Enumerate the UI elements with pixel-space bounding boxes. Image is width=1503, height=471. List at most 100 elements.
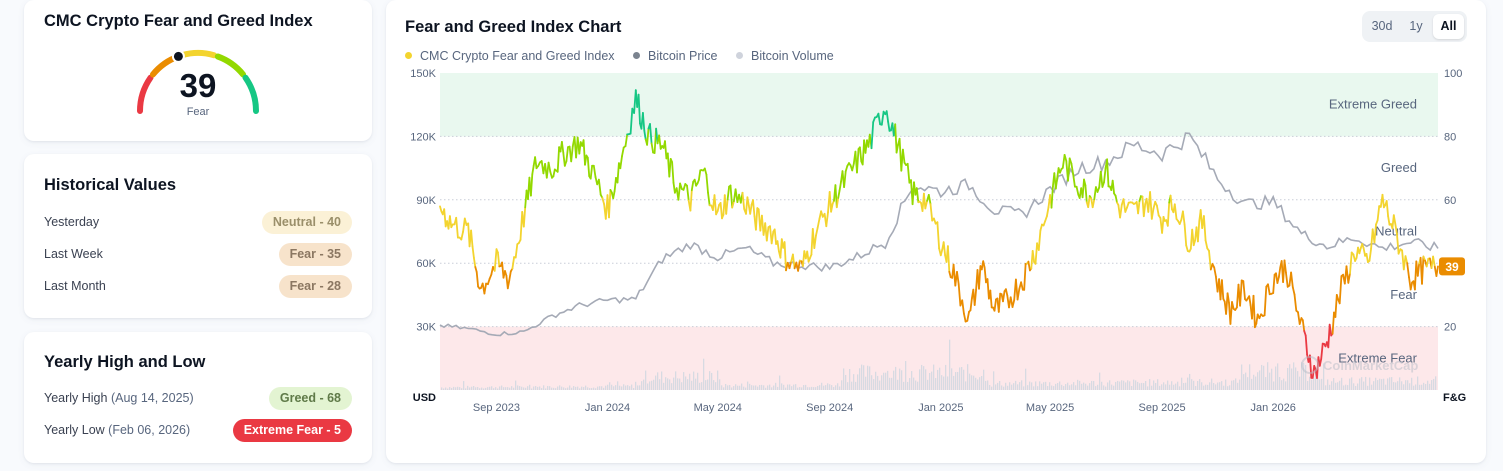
fear-greed-segment [597, 178, 602, 196]
volume-bar [757, 386, 759, 390]
yearly-low-row: Yearly Low (Feb 06, 2026) Extreme Fear -… [44, 419, 352, 443]
fear-greed-segment [1293, 293, 1298, 312]
legend-item-volume[interactable]: Bitcoin Volume [736, 49, 834, 63]
volume-bar [745, 387, 747, 390]
volume-bar [705, 380, 707, 390]
volume-bar [529, 384, 531, 390]
range-1y-button[interactable]: 1y [1409, 19, 1423, 33]
volume-bar [1349, 378, 1351, 390]
volume-bar [1021, 380, 1023, 390]
volume-bar [1227, 386, 1229, 390]
volume-bar [853, 374, 855, 390]
legend-item-index[interactable]: CMC Crypto Fear and Greed Index [405, 49, 615, 63]
fear-greed-segment [915, 187, 920, 204]
volume-bar [1083, 382, 1085, 390]
fear-greed-segment [578, 141, 582, 155]
fear-greed-segment [844, 165, 849, 173]
gauge-segment-extreme-greed [242, 74, 259, 114]
volume-bar [1031, 382, 1033, 390]
fear-greed-segment [658, 134, 662, 150]
volume-bar [1063, 386, 1065, 390]
volume-bar [1123, 380, 1125, 390]
volume-bar [1025, 368, 1027, 390]
volume-bar [1133, 379, 1135, 390]
volume-bar [563, 387, 565, 390]
volume-bar [1369, 377, 1371, 390]
volume-bar [1043, 382, 1045, 390]
fear-greed-segment [929, 203, 934, 222]
legend-item-price[interactable]: Bitcoin Price [633, 49, 717, 63]
volume-bar [709, 371, 711, 390]
volume-bar [789, 384, 791, 390]
range-30d-button[interactable]: 30d [1371, 19, 1393, 33]
volume-bar [629, 386, 631, 390]
volume-bar [731, 387, 733, 390]
volume-bar [1287, 367, 1289, 390]
volume-bar [585, 385, 587, 390]
volume-bar [1401, 381, 1403, 390]
fear-greed-segment [969, 297, 973, 312]
volume-bar [1237, 382, 1239, 390]
volume-bar [1415, 384, 1417, 390]
volume-bar [1373, 381, 1375, 390]
volume-bar [887, 370, 889, 390]
fear-greed-segment [1002, 290, 1006, 303]
volume-bar [845, 374, 847, 390]
fear-greed-segment [1229, 301, 1233, 325]
volume-bar [541, 388, 543, 390]
fear-greed-segment [1252, 294, 1256, 329]
volume-bar [969, 373, 971, 390]
fear-greed-segment [1106, 158, 1110, 188]
volume-bar [649, 381, 651, 390]
volume-bar [1271, 368, 1273, 390]
x-axis-tick: Sep 2025 [1139, 402, 1186, 414]
volume-bar [1321, 378, 1323, 390]
volume-bar [441, 387, 443, 390]
volume-bar [637, 385, 639, 390]
volume-bar [1189, 373, 1191, 390]
volume-bar [1049, 382, 1051, 390]
history-row-yesterday: Yesterday Neutral - 40 [44, 211, 352, 235]
volume-bar [627, 385, 629, 390]
volume-bar [817, 385, 819, 390]
volume-bar [1225, 379, 1227, 390]
volume-bar [821, 382, 823, 390]
volume-bar [1171, 381, 1173, 390]
yearly-high-label: Yearly High (Aug 14, 2025) [44, 391, 194, 405]
volume-bar [1099, 372, 1101, 390]
fear-greed-segment [671, 161, 675, 184]
volume-bar [677, 378, 679, 390]
volume-bar [663, 382, 665, 390]
volume-bar [1175, 383, 1177, 390]
volume-bar [1409, 383, 1411, 390]
fear-greed-segment [689, 189, 693, 212]
fear-greed-segment [1070, 162, 1075, 176]
fear-greed-segment [956, 270, 960, 286]
fear-greed-segment [1409, 281, 1413, 291]
volume-bar [579, 388, 581, 390]
fear-greed-segment [463, 217, 468, 226]
fear-greed-segment [664, 140, 668, 160]
volume-bar [1249, 364, 1251, 390]
fear-greed-segment [522, 206, 527, 228]
volume-bar [1085, 383, 1087, 390]
volume-bar [1067, 382, 1069, 390]
fear-greed-segment [497, 251, 501, 268]
volume-bar [1163, 382, 1165, 390]
yearly-low-badge: Extreme Fear - 5 [232, 419, 352, 442]
gauge: 39 Fear [137, 49, 259, 118]
volume-bar [1425, 384, 1427, 390]
fear-greed-segment [754, 207, 759, 231]
volume-bar [639, 385, 641, 390]
volume-bar [1103, 385, 1105, 390]
volume-bar [457, 386, 459, 390]
range-all-button[interactable]: All [1433, 14, 1464, 39]
volume-bar [1289, 364, 1291, 390]
volume-bar [545, 388, 547, 390]
volume-bar [1059, 381, 1061, 390]
volume-bar [699, 382, 701, 390]
volume-bar [1379, 378, 1381, 390]
fear-greed-segment [887, 120, 891, 132]
fear-greed-segment [906, 162, 911, 184]
volume-bar [1179, 386, 1181, 390]
